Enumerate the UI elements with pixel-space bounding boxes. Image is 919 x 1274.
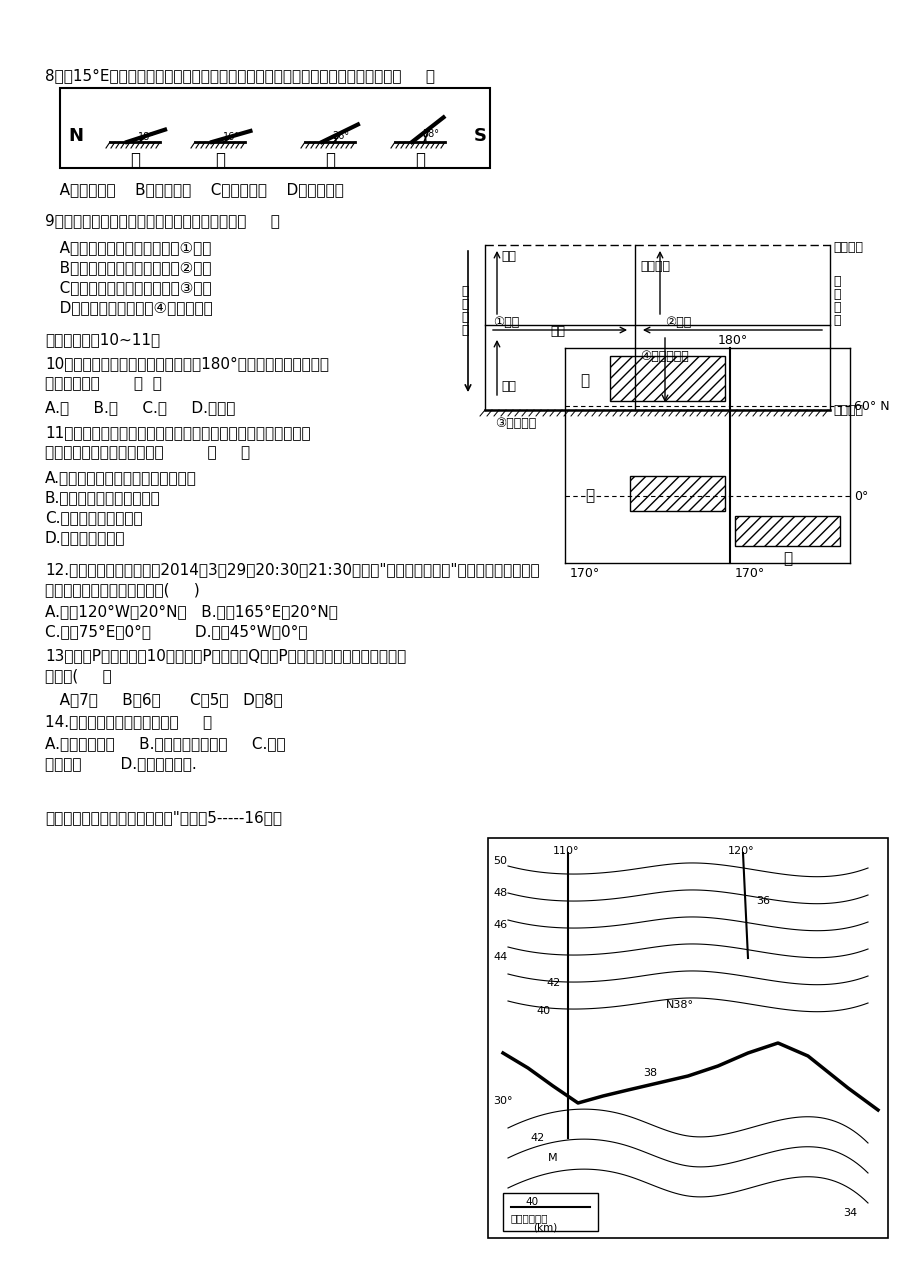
Text: 42: 42 (545, 978, 560, 989)
Text: M: M (548, 1153, 557, 1163)
Text: 40: 40 (536, 1006, 550, 1015)
Text: 10、甲、乙、丙三艘船同时出发驶向180°经线，而且同时到达，: 10、甲、乙、丙三艘船同时出发驶向180°经线，而且同时到达， (45, 355, 329, 371)
Text: 反射: 反射 (501, 380, 516, 392)
Text: 40: 40 (525, 1198, 538, 1206)
Text: 列四地中会发生日期变更的是(     ): 列四地中会发生日期变更的是( ) (45, 582, 199, 598)
Text: 乙: 乙 (215, 152, 225, 169)
Text: 大气辐射: 大气辐射 (640, 260, 669, 273)
Text: 乙: 乙 (584, 488, 594, 503)
Text: A．臭氧层遭到破坏，会导致①增加: A．臭氧层遭到破坏，会导致①增加 (45, 240, 211, 255)
Text: 辐: 辐 (460, 311, 468, 324)
Text: A.甲的比例尺最小，丙的比例尺最大: A.甲的比例尺最小，丙的比例尺最大 (45, 470, 197, 485)
Text: 30°: 30° (493, 1096, 512, 1106)
Text: A．甲乙丙丁    B．乙甲丙丁    C．丙乙甲丁    D．丁甲乙丙: A．甲乙丙丁 B．乙甲丙丁 C．丙乙甲丁 D．丁甲乙丙 (45, 182, 344, 197)
Text: 38: 38 (642, 1068, 656, 1078)
Text: C.丙（75°E、0°）         D.丁（45°W、0°）: C.丙（75°E、0°） D.丁（45°W、0°） (45, 624, 307, 640)
Text: D.乙的比例尺最小: D.乙的比例尺最小 (45, 530, 125, 545)
Bar (734, 516, 839, 547)
Text: 时刻为(     ）: 时刻为( ） (45, 668, 111, 683)
Text: 120°: 120° (727, 846, 754, 856)
Text: 46: 46 (493, 920, 506, 930)
Text: C.甲大于乙，乙大于丙: C.甲大于乙，乙大于丙 (45, 510, 142, 525)
Text: 9．依据地球大气受热过程示意图，分析大气中（     ）: 9．依据地球大气受热过程示意图，分析大气中（ ） (45, 213, 279, 228)
Text: 42: 42 (529, 1133, 544, 1143)
Text: A.耀斑频繁爆发     B.两极同时看到极光     C.全球: A.耀斑频繁爆发 B.两极同时看到极光 C.全球 (45, 736, 285, 750)
Text: N: N (68, 127, 83, 145)
Text: 38°: 38° (422, 129, 438, 139)
Text: B.甲、乙、丙的比例尺相同: B.甲、乙、丙的比例尺相同 (45, 490, 161, 505)
Text: 44: 44 (493, 952, 506, 962)
Text: D．出现雾霾，会导致④在夜间减少: D．出现雾霾，会导致④在夜间减少 (45, 299, 212, 315)
Text: 地壳等厚度线: 地壳等厚度线 (510, 1213, 548, 1223)
Text: 射: 射 (460, 324, 468, 338)
Text: A．7时     B．6时      C．5时   D．8时: A．7时 B．6时 C．5时 D．8时 (45, 692, 282, 707)
Text: 大气: 大气 (550, 325, 564, 338)
Text: 比例尺大小的叙述，正确的是         （     ）: 比例尺大小的叙述，正确的是 （ ） (45, 445, 250, 460)
Text: 180°: 180° (717, 334, 747, 347)
Bar (487, 838, 887, 1238)
Text: 面: 面 (832, 288, 840, 301)
Text: B．二氧化碳浓度降低，会使②增加: B．二氧化碳浓度降低，会使②增加 (45, 260, 211, 275)
Text: 大气上界: 大气上界 (832, 241, 862, 254)
Text: 170°: 170° (570, 567, 599, 580)
Text: 读下图，回答10~11题: 读下图，回答10~11题 (45, 333, 160, 347)
Text: ③地面吸收: ③地面吸收 (494, 417, 536, 431)
Text: 阳: 阳 (460, 298, 468, 311)
Text: 丙: 丙 (324, 152, 335, 169)
Text: 甲: 甲 (579, 373, 588, 389)
Bar (630, 476, 724, 511)
Text: 16°: 16° (222, 132, 240, 143)
Text: 辐: 辐 (832, 301, 840, 313)
Text: 48: 48 (493, 888, 506, 898)
Text: 射: 射 (832, 313, 840, 327)
Text: C．可吸入颗粒物增加，会使③减少: C．可吸入颗粒物增加，会使③减少 (45, 280, 211, 296)
Text: 36: 36 (755, 896, 769, 906)
Text: 地: 地 (832, 275, 840, 288)
Text: ②吸收: ②吸收 (664, 316, 690, 329)
Text: (km): (km) (532, 1223, 557, 1233)
Text: 50: 50 (493, 856, 506, 866)
Text: 26°: 26° (332, 131, 349, 140)
Text: N38°: N38° (665, 1000, 693, 1010)
Text: ④大气逆辐射: ④大气逆辐射 (640, 350, 688, 363)
Text: 170°: 170° (734, 567, 765, 580)
Text: 14.太阳黑子活动增多的年份（     ）: 14.太阳黑子活动增多的年份（ ） (45, 713, 212, 729)
Text: 34: 34 (842, 1208, 857, 1218)
Text: 11、若图示甲、乙、丙三处阴影面积相同，则关于三个阴影区域: 11、若图示甲、乙、丙三处阴影面积相同，则关于三个阴影区域 (45, 426, 311, 440)
Text: 反射: 反射 (501, 250, 516, 262)
Text: S: S (473, 127, 486, 145)
Text: A.甲     B.乙     C.丙     D.乙和丙: A.甲 B.乙 C.丙 D.乙和丙 (45, 400, 235, 415)
Text: 甲: 甲 (130, 152, 140, 169)
Text: ①吸收: ①吸收 (493, 316, 518, 329)
Bar (609, 355, 724, 401)
Text: 18°: 18° (138, 132, 154, 141)
Text: 110°: 110° (552, 846, 579, 856)
Text: 12.如果郑州市于北京时间2014年3月29日20:30至21:30参加了"全球熄灯一小时"活动。活动期间，下: 12.如果郑州市于北京时间2014年3月29日20:30至21:30参加了"全球… (45, 562, 539, 577)
Text: 丙: 丙 (782, 550, 791, 566)
Bar (60, 88, 490, 168)
Text: 速度最快的是       （  ）: 速度最快的是 （ ） (45, 376, 162, 391)
Text: A.甲（120°W、20°N）   B.乙（165°E、20°N）: A.甲（120°W、20°N） B.乙（165°E、20°N） (45, 604, 337, 619)
Text: 丁: 丁 (414, 152, 425, 169)
Bar (503, 1192, 597, 1231)
Text: 8．读15°E附近的四座太阳能电站春分日正午电池板倾角示意图，四地由南向北是（     ）: 8．读15°E附近的四座太阳能电站春分日正午电池板倾角示意图，四地由南向北是（ … (45, 68, 435, 83)
Text: 太: 太 (460, 285, 468, 298)
Text: 读我国大陆部分地壳等厚度线图"，完成5-----16题。: 读我国大陆部分地壳等厚度线图"，完成5-----16题。 (45, 810, 282, 826)
Text: 13．假如P地的昼长为10小时，则P的对跖点Q（与P点关于球心对称）的日出地方: 13．假如P地的昼长为10小时，则P的对跖点Q（与P点关于球心对称）的日出地方 (45, 648, 406, 662)
Text: 0°: 0° (853, 490, 868, 503)
Text: 降水增多        D.地球磁场增强.: 降水增多 D.地球磁场增强. (45, 755, 197, 771)
Text: 地球表面: 地球表面 (832, 404, 862, 417)
Text: 60° N: 60° N (853, 400, 889, 413)
